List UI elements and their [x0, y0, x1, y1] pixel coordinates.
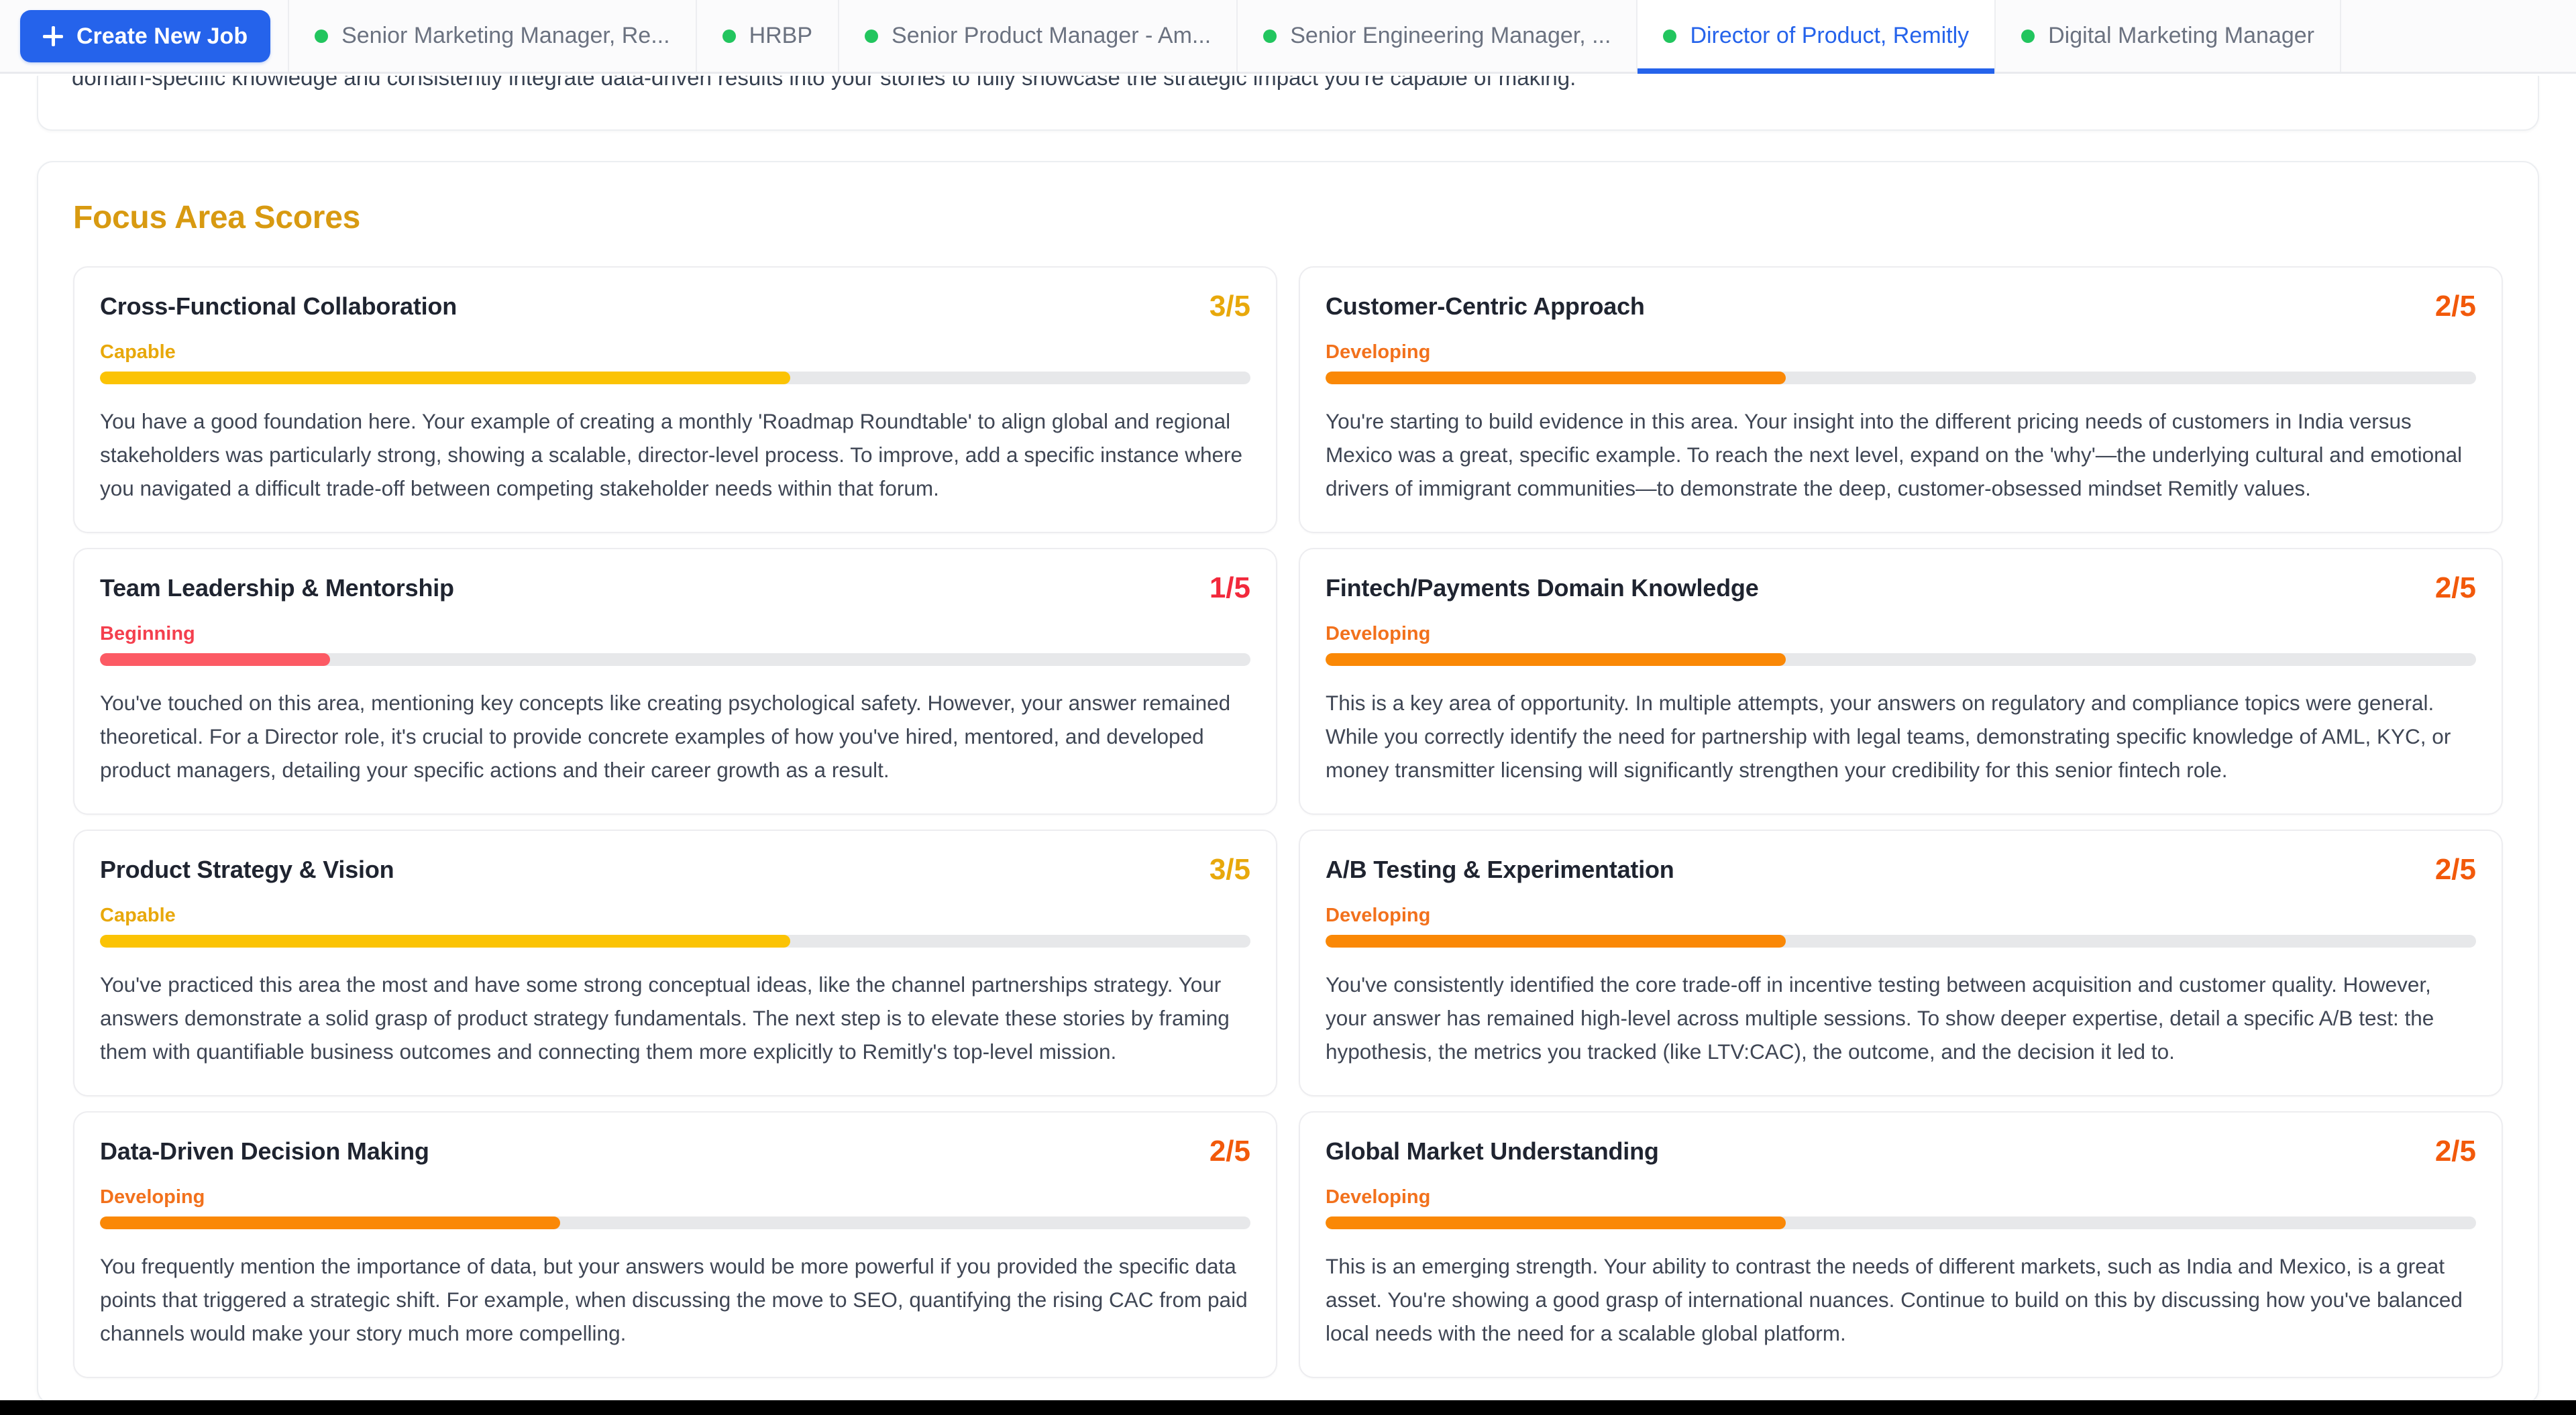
- status-dot-green: [1663, 29, 1677, 43]
- focus-area-title: Fintech/Payments Domain Knowledge: [1326, 574, 1759, 602]
- focus-area-score: 2/5: [2434, 571, 2476, 604]
- score-progress-track: [100, 935, 1250, 948]
- focus-area-feedback: This is a key area of opportunity. In mu…: [1326, 691, 2451, 782]
- card-header: Customer-Centric Approach 2/5: [1326, 292, 2476, 321]
- proficiency-level-label: Capable: [100, 905, 176, 926]
- score-progress-fill: [1326, 1216, 1786, 1229]
- score-progress-track: [1326, 1216, 2476, 1229]
- proficiency-level-label: Developing: [1326, 905, 1431, 926]
- status-dot-green: [2021, 29, 2035, 43]
- focus-area-card[interactable]: Customer-Centric Approach 2/5 Developing Yo…: [1299, 266, 2503, 533]
- card-header: Cross-Functional Collaboration 3/5: [100, 292, 1250, 321]
- tab-label: Senior Engineering Manager, ...: [1290, 23, 1611, 48]
- score-progress-fill: [100, 372, 790, 384]
- focus-area-score: 3/5: [1209, 290, 1250, 323]
- card-header: Global Market Understanding 2/5: [1326, 1137, 2476, 1166]
- focus-area-title: Data-Driven Decision Making: [100, 1137, 429, 1165]
- focus-area-scores-panel: Focus Area Scores Cross-Functional Colla…: [37, 161, 2539, 1405]
- job-tab-bar: Create New Job Senior Marketing Manager,…: [0, 0, 2576, 74]
- card-header: Data-Driven Decision Making 2/5: [100, 1137, 1250, 1166]
- focus-area-title: Customer-Centric Approach: [1326, 292, 1645, 320]
- focus-area-score: 2/5: [2434, 1135, 2476, 1168]
- card-header: Product Strategy & Vision 3/5: [100, 855, 1250, 885]
- page-title: Focus Area Scores: [73, 200, 360, 235]
- card-header: A/B Testing & Experimentation 2/5: [1326, 855, 2476, 885]
- focus-area-card[interactable]: Data-Driven Decision Making 2/5 Developing…: [73, 1111, 1277, 1378]
- score-progress-fill: [100, 653, 330, 666]
- tab-5[interactable]: Digital Marketing Manager: [1996, 0, 2341, 72]
- score-progress-fill: [1326, 653, 1786, 666]
- status-dot-green: [865, 29, 879, 43]
- tab-3[interactable]: Senior Engineering Manager, ...: [1238, 0, 1638, 72]
- overall-summary-card: domain-specific knowledge and consistent…: [37, 76, 2539, 131]
- bottom-bar: [0, 1400, 2576, 1415]
- focus-area-score: 2/5: [1209, 1135, 1250, 1168]
- score-progress-track: [100, 372, 1250, 384]
- score-progress-fill: [100, 935, 790, 948]
- tab-0[interactable]: Senior Marketing Manager, Re...: [288, 0, 697, 72]
- score-progress-track: [100, 1216, 1250, 1229]
- create-new-job-label: Create New Job: [76, 23, 248, 49]
- focus-area-card[interactable]: Global Market Understanding 2/5 Developing…: [1299, 1111, 2503, 1378]
- plus-icon: [43, 26, 63, 46]
- focus-area-card[interactable]: Fintech/Payments Domain Knowledge 2/5 Deve…: [1299, 548, 2503, 815]
- score-progress-fill: [1326, 372, 1786, 384]
- tab-2[interactable]: Senior Product Manager - Am...: [839, 0, 1238, 72]
- focus-area-card[interactable]: Product Strategy & Vision 3/5 Capable You'v…: [73, 830, 1277, 1096]
- focus-area-title: Team Leadership & Mentorship: [100, 574, 454, 602]
- tab-label: Senior Marketing Manager, Re...: [341, 23, 670, 48]
- focus-area-title: Product Strategy & Vision: [100, 856, 394, 883]
- focus-area-title: A/B Testing & Experimentation: [1326, 856, 1674, 883]
- score-progress-track: [1326, 935, 2476, 948]
- focus-area-card[interactable]: Cross-Functional Collaboration 3/5 Capable…: [73, 266, 1277, 533]
- proficiency-level-label: Beginning: [100, 623, 195, 644]
- focus-area-score: 2/5: [2434, 853, 2476, 886]
- focus-area-feedback: This is an emerging strength. Your abili…: [1326, 1254, 2463, 1345]
- status-dot-green: [722, 29, 736, 43]
- focus-area-feedback: You've consistently identified the core …: [1326, 972, 2434, 1064]
- score-progress-track: [1326, 653, 2476, 666]
- proficiency-level-label: Capable: [100, 341, 176, 363]
- focus-area-score: 2/5: [2434, 290, 2476, 323]
- score-progress-fill: [1326, 935, 1786, 948]
- focus-area-score: 3/5: [1209, 853, 1250, 886]
- score-progress-fill: [100, 1216, 560, 1229]
- focus-area-score: 1/5: [1209, 571, 1250, 604]
- tab-1[interactable]: HRBP: [696, 0, 840, 72]
- overall-summary-text: domain-specific knowledge and consistent…: [72, 76, 1576, 90]
- tab-label: Digital Marketing Manager: [2048, 23, 2314, 48]
- create-new-job-button[interactable]: Create New Job: [20, 10, 271, 62]
- tab-list: Senior Marketing Manager, Re... HRBP Senio…: [288, 0, 2341, 74]
- focus-area-feedback: You're starting to build evidence in thi…: [1326, 409, 2463, 500]
- score-progress-track: [1326, 372, 2476, 384]
- focus-area-title: Cross-Functional Collaboration: [100, 292, 458, 320]
- score-progress-track: [100, 653, 1250, 666]
- proficiency-level-label: Developing: [1326, 341, 1431, 363]
- focus-area-title: Global Market Understanding: [1326, 1137, 1659, 1165]
- proficiency-level-label: Developing: [1326, 623, 1431, 644]
- tab-label: HRBP: [749, 23, 813, 48]
- status-dot-green: [315, 29, 329, 43]
- focus-area-feedback: You frequently mention the importance of…: [100, 1254, 1248, 1345]
- focus-area-card[interactable]: Team Leadership & Mentorship 1/5 Beginning…: [73, 548, 1277, 815]
- card-header: Team Leadership & Mentorship 1/5: [100, 573, 1250, 603]
- focus-area-card-grid: Cross-Functional Collaboration 3/5 Capable…: [73, 266, 2503, 1393]
- card-header: Fintech/Payments Domain Knowledge 2/5: [1326, 573, 2476, 603]
- proficiency-level-label: Developing: [1326, 1186, 1431, 1208]
- proficiency-level-label: Developing: [100, 1186, 205, 1208]
- focus-area-card[interactable]: A/B Testing & Experimentation 2/5 Developi…: [1299, 830, 2503, 1096]
- tab-label: Director of Product, Remitly: [1690, 23, 1970, 48]
- focus-area-feedback: You've touched on this area, mentioning …: [100, 691, 1231, 782]
- focus-area-feedback: You've practiced this area the most and …: [100, 972, 1230, 1064]
- tab-4[interactable]: Director of Product, Remitly: [1638, 0, 1996, 74]
- tab-label: Senior Product Manager - Am...: [892, 23, 1212, 48]
- status-dot-green: [1263, 29, 1277, 43]
- focus-area-feedback: You have a good foundation here. Your ex…: [100, 409, 1242, 500]
